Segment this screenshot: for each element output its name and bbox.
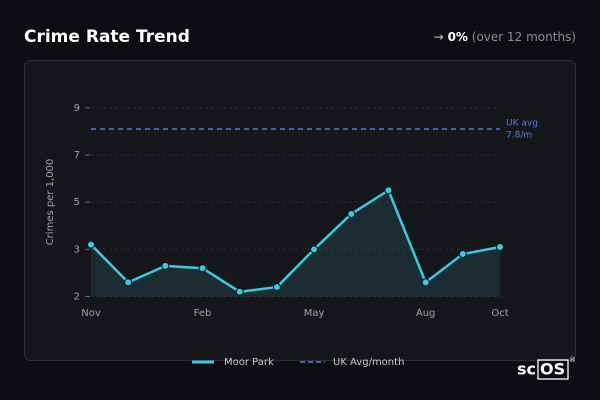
reference-label: UK avg	[506, 119, 538, 129]
x-tick-label: Oct	[491, 308, 508, 319]
x-tick-label: Feb	[194, 308, 212, 319]
legend-label: UK Avg/month	[333, 357, 404, 368]
logo-box	[537, 359, 569, 380]
y-tick-label: 3	[74, 244, 80, 255]
data-point	[347, 209, 356, 218]
data-point	[124, 278, 133, 287]
trend-summary: → 0% (over 12 months)	[434, 30, 576, 44]
chart: Crimes per 1,000 2 3 5 7 9 Nov Feb May Aug Oct UK a…	[45, 103, 538, 368]
data-point	[458, 250, 467, 259]
y-tick-label: 9	[74, 103, 80, 114]
data-point	[272, 283, 281, 292]
logo-prefix: sc	[517, 360, 536, 379]
data-point	[161, 261, 170, 270]
trend-period: (over 12 months)	[472, 30, 576, 44]
data-point	[198, 264, 207, 273]
trend-change: 0%	[448, 30, 468, 44]
logo-mark: ®	[569, 356, 576, 364]
legend-label: Moor Park	[224, 357, 274, 368]
reference-label: 7.8/m	[506, 131, 532, 141]
data-point	[310, 245, 319, 254]
data-point	[384, 186, 393, 195]
series-line	[90, 189, 501, 294]
x-tick-label: May	[304, 308, 325, 319]
x-tick-label: Nov	[81, 308, 101, 319]
data-point	[421, 278, 430, 287]
y-tick-label: 5	[74, 197, 80, 208]
y-tick-label: 7	[74, 150, 80, 161]
title: Crime Rate Trend	[24, 27, 190, 47]
logo-boxed: OS	[540, 360, 565, 379]
x-tick-label: Aug	[416, 308, 436, 319]
series-area	[91, 190, 500, 297]
chart-card	[24, 60, 576, 361]
y-axis-label: Crimes per 1,000	[45, 159, 56, 246]
data-point	[496, 242, 504, 251]
trend-arrow: →	[434, 30, 444, 44]
data-point	[87, 240, 95, 249]
y-tick-label: 2	[74, 292, 80, 303]
data-point	[235, 287, 244, 296]
